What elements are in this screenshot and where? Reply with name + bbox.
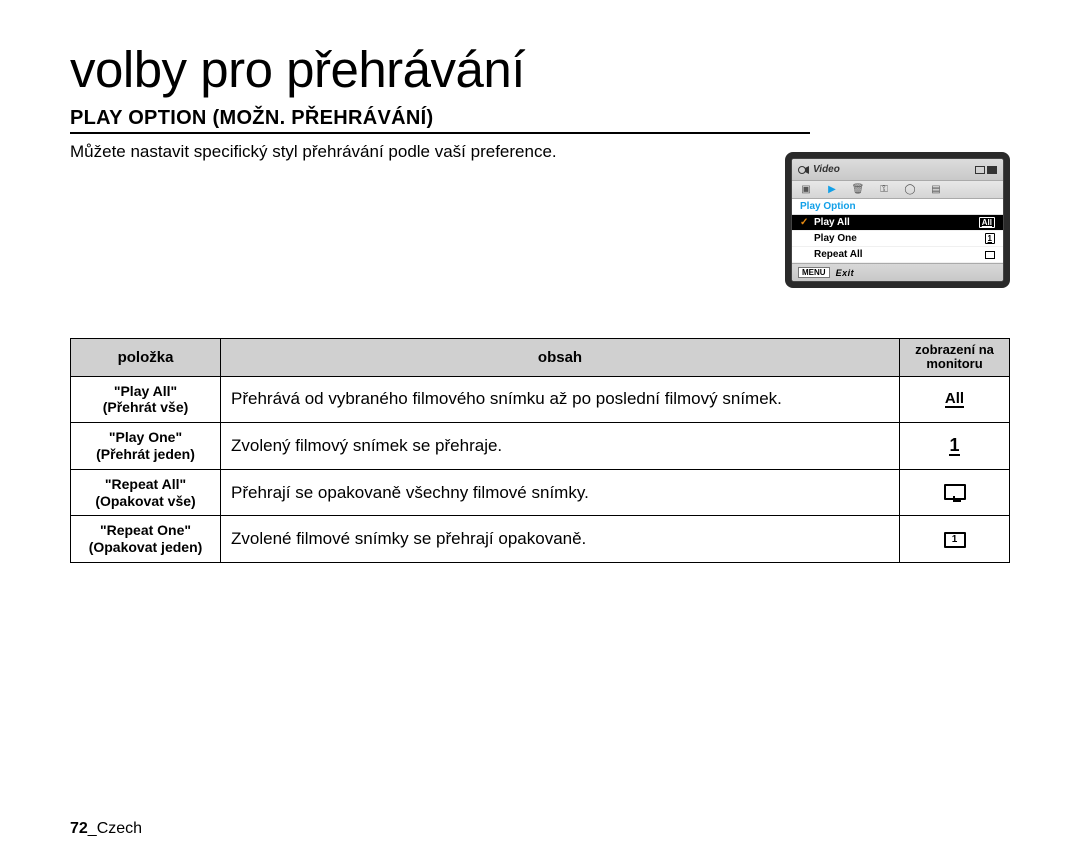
repeat-all-icon	[944, 484, 966, 500]
content-row: Video ▣ ▶ 🗑 ⚿ ◯ ▤ Play Option	[70, 182, 1010, 288]
device-menu-item: Play One 1	[792, 231, 1003, 247]
cell-content: Přehrají se opakovaně všechny filmové sn…	[221, 469, 900, 516]
item-en: "Play All"	[114, 383, 177, 399]
device-menu-label: Repeat All	[814, 249, 979, 260]
cell-item: "Play All" (Přehrát vše)	[71, 376, 221, 423]
battery-icon	[975, 166, 997, 174]
repeat-one-icon: 1	[944, 532, 966, 548]
th-display: zobrazení na monitoru	[900, 339, 1010, 377]
repeat-icon	[985, 251, 995, 259]
video-icon: Video	[798, 164, 840, 175]
item-cz: (Opakovat vše)	[95, 493, 195, 509]
device-tab-row: ▣ ▶ 🗑 ⚿ ◯ ▤	[792, 181, 1003, 199]
tab-icon: ▣	[798, 184, 814, 196]
cell-icon: All	[900, 376, 1010, 423]
tab-key-icon: ⚿	[876, 184, 892, 196]
table-row: "Play One" (Přehrát jeden) Zvolený filmo…	[71, 423, 1010, 470]
cell-item: "Repeat All" (Opakovat vše)	[71, 469, 221, 516]
tab-icon: ◯	[902, 184, 918, 196]
item-en: "Repeat One"	[100, 522, 191, 538]
device-menu-label: Play One	[814, 233, 979, 244]
cell-icon: 1	[900, 423, 1010, 470]
tab-trash-icon: 🗑	[850, 184, 866, 196]
one-icon: 1	[949, 436, 959, 456]
item-cz: (Přehrát jeden)	[96, 446, 195, 462]
cell-item: "Repeat One" (Opakovat jeden)	[71, 516, 221, 563]
item-en: "Play One"	[109, 429, 182, 445]
exit-label: Exit	[836, 268, 855, 278]
cell-icon: 1	[900, 516, 1010, 563]
table-row: "Repeat All" (Opakovat vše) Přehrají se …	[71, 469, 1010, 516]
device-menu-item: ✓ Play All All	[792, 215, 1003, 231]
table-row: "Repeat One" (Opakovat jeden) Zvolené fi…	[71, 516, 1010, 563]
options-table: položka obsah zobrazení na monitoru "Pla…	[70, 338, 1010, 563]
device-menu-item: Repeat All	[792, 247, 1003, 263]
item-en: "Repeat All"	[105, 476, 186, 492]
device-subheader: Play Option	[792, 199, 1003, 215]
cell-content: Zvolené filmové snímky se přehrají opako…	[221, 516, 900, 563]
menu-button: MENU	[798, 267, 830, 278]
table-row: "Play All" (Přehrát vše) Přehrává od vyb…	[71, 376, 1010, 423]
item-cz: (Přehrát vše)	[103, 399, 189, 415]
page-number: 72	[70, 820, 88, 837]
device-menu-label: Play All	[814, 217, 973, 228]
device-footer: MENU Exit	[792, 263, 1003, 281]
section-underline	[70, 132, 810, 134]
cell-content: Zvolený filmový snímek se přehraje.	[221, 423, 900, 470]
page-title: volby pro přehrávání	[70, 40, 1010, 99]
cell-content: Přehrává od vybraného filmového snímku a…	[221, 376, 900, 423]
cell-item: "Play One" (Přehrát jeden)	[71, 423, 221, 470]
all-icon: All	[945, 391, 964, 408]
device-menu-badge: All	[979, 217, 995, 228]
manual-page: volby pro přehrávání PLAY OPTION (MOŽN. …	[0, 0, 1080, 868]
th-item: položka	[71, 339, 221, 377]
device-header: Video	[792, 159, 1003, 181]
device-menu-badge: 1	[985, 233, 995, 244]
th-content: obsah	[221, 339, 900, 377]
cell-icon	[900, 469, 1010, 516]
section-title: PLAY OPTION (MOŽN. PŘEHRÁVÁNÍ)	[70, 107, 1010, 130]
tab-icon: ▤	[928, 184, 944, 196]
item-cz: (Opakovat jeden)	[89, 539, 203, 555]
check-icon: ✓	[800, 217, 808, 228]
device-preview: Video ▣ ▶ 🗑 ⚿ ◯ ▤ Play Option	[785, 152, 1010, 288]
device-menu: ✓ Play All All Play One 1 Repeat All	[792, 215, 1003, 263]
page-footer: 72_Czech	[70, 820, 142, 838]
device-header-label: Video	[813, 164, 840, 175]
tab-play-icon: ▶	[824, 184, 840, 196]
page-lang: _Czech	[88, 820, 142, 837]
